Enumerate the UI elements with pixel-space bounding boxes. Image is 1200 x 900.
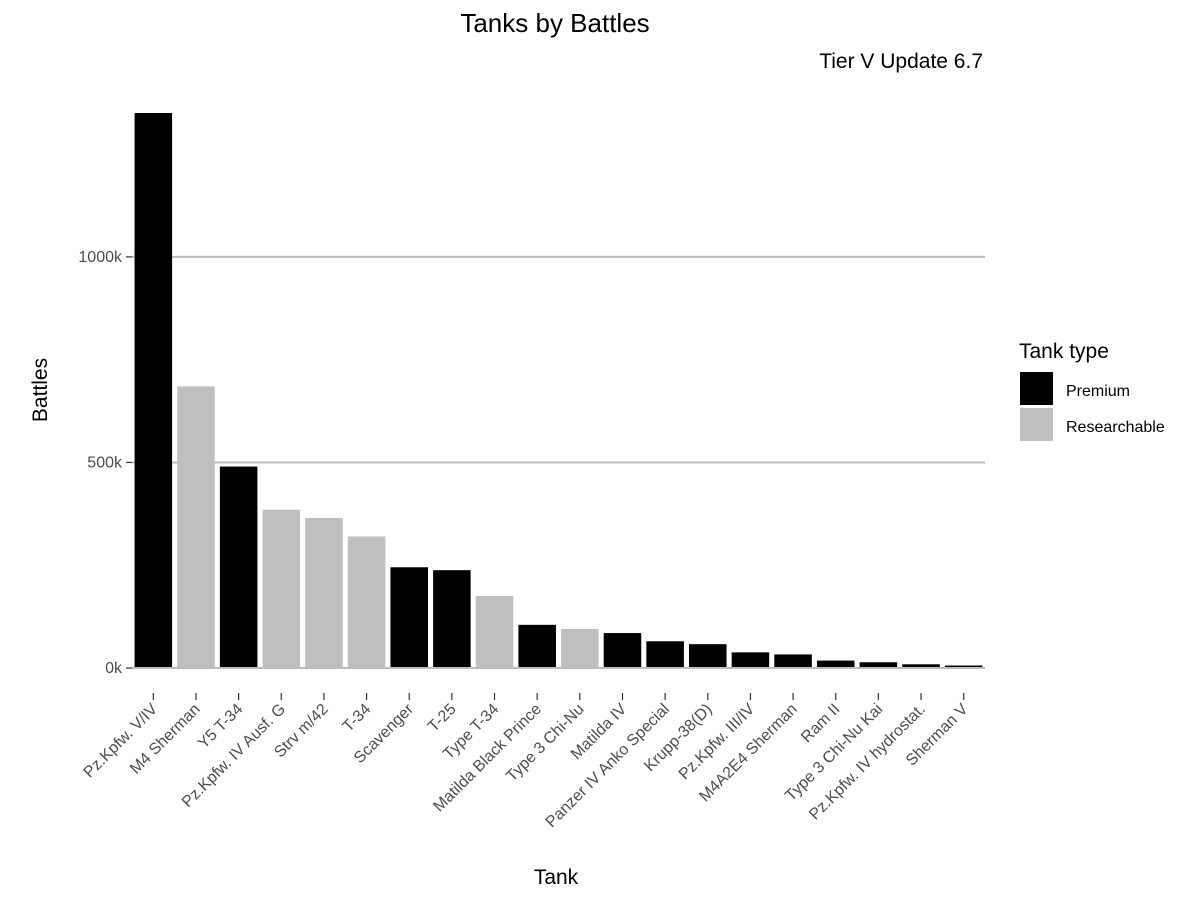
chart-subtitle: Tier V Update 6.7 [819,50,983,73]
bar-8 [475,596,514,668]
bar-12 [646,641,684,668]
bar-0 [134,113,173,668]
bar-16 [816,660,855,668]
y-tick-label-0: 0k [105,660,123,677]
bar-17 [859,662,898,668]
x-tick-label-14: Pz.Kpfw. III/IV [676,701,759,784]
bars [132,113,985,669]
x-tick-label-5: T-34 [340,701,375,736]
bar-10 [561,628,599,668]
bar-19 [944,665,983,668]
legend-swatch-1 [1020,408,1053,441]
legend-title: Tank type [1019,340,1109,363]
bar-15 [774,654,812,668]
grid-lines [132,255,985,464]
bar-18 [902,664,940,668]
bar-11 [603,633,642,668]
bar-14 [731,652,770,668]
bar-4 [305,517,343,668]
legend-label-0: Premium [1066,383,1130,400]
y-tick-label-1: 500k [87,454,123,471]
bar-3 [262,509,301,668]
bar-5 [347,536,386,668]
x-tick-label-7: T-25 [425,701,460,736]
bar-2 [219,466,258,668]
legend: Tank type Premium Researchable [1019,340,1165,441]
bar-6 [390,567,428,668]
x-tick-label-0: Pz.Kpfw. V/IV [81,701,162,782]
y-axis-title: Battles [29,358,52,422]
bar-13 [689,644,727,668]
x-axis-title: Tank [534,866,579,889]
y-tick-label-2: 1000k [78,249,123,266]
bar-7 [433,570,471,668]
legend-label-1: Researchable [1066,419,1165,436]
bar-9 [518,624,556,668]
bar-1 [177,386,215,668]
chart-title: Tanks by Battles [460,8,649,38]
y-axis-ticks: 0k 500k 1000k [78,249,132,677]
legend-swatch-0 [1020,372,1053,405]
